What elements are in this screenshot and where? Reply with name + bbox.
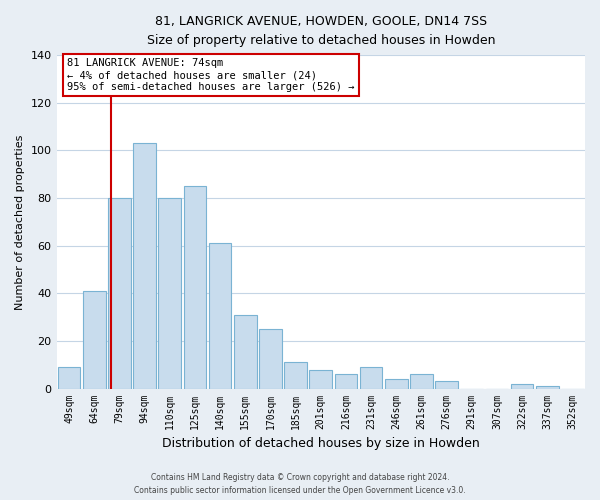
- Bar: [385, 379, 407, 388]
- Bar: [284, 362, 307, 388]
- Bar: [209, 244, 232, 388]
- Text: 81 LANGRICK AVENUE: 74sqm
← 4% of detached houses are smaller (24)
95% of semi-d: 81 LANGRICK AVENUE: 74sqm ← 4% of detach…: [67, 58, 355, 92]
- Bar: [259, 329, 282, 388]
- Bar: [133, 143, 156, 388]
- Bar: [410, 374, 433, 388]
- Bar: [310, 370, 332, 388]
- Bar: [108, 198, 131, 388]
- X-axis label: Distribution of detached houses by size in Howden: Distribution of detached houses by size …: [162, 437, 479, 450]
- Title: 81, LANGRICK AVENUE, HOWDEN, GOOLE, DN14 7SS
Size of property relative to detach: 81, LANGRICK AVENUE, HOWDEN, GOOLE, DN14…: [146, 15, 495, 47]
- Bar: [58, 367, 80, 388]
- Bar: [360, 367, 382, 388]
- Bar: [234, 314, 257, 388]
- Bar: [335, 374, 357, 388]
- Y-axis label: Number of detached properties: Number of detached properties: [15, 134, 25, 310]
- Bar: [184, 186, 206, 388]
- Bar: [83, 291, 106, 388]
- Bar: [435, 382, 458, 388]
- Bar: [536, 386, 559, 388]
- Bar: [511, 384, 533, 388]
- Bar: [158, 198, 181, 388]
- Text: Contains HM Land Registry data © Crown copyright and database right 2024.
Contai: Contains HM Land Registry data © Crown c…: [134, 474, 466, 495]
